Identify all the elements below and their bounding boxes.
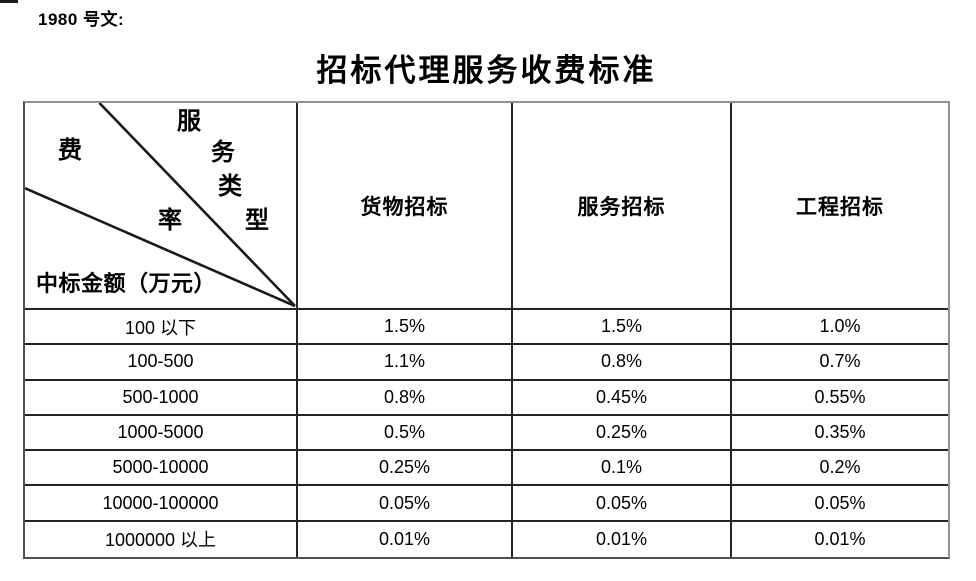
rate-cell-works: 1.0% — [732, 310, 948, 346]
rate-cell-services: 0.8% — [513, 345, 732, 381]
rate-cell-works: 0.01% — [814, 528, 866, 549]
amount-range-cell: 100 以下 — [25, 310, 298, 346]
corner-service-type-char: 务 — [211, 140, 235, 166]
rate-cell-services: 0.25% — [513, 415, 732, 452]
amount-range-cell: 5000-10000 — [25, 451, 298, 487]
document-ref-label: 1980 号文: — [38, 10, 125, 29]
rate-cell-services: 0.01% — [513, 521, 732, 557]
rate-cell-services: 0.05% — [513, 486, 732, 522]
amount-range-cell: 100-500 — [25, 345, 298, 381]
column-header-works: 工程招标 — [732, 103, 948, 310]
amount-range-cell: 1000000 以上 — [25, 521, 298, 557]
corner-header-cell: 服 务 类 型 费 率 中标金额（万元） — [25, 103, 298, 310]
diagonal-divider-lines — [25, 103, 296, 308]
scan-edge-artifact — [0, 0, 18, 3]
rate-cell-works: 0.2% — [732, 451, 948, 487]
page-title: 招标代理服务收费标准 — [316, 53, 657, 88]
rate-cell-works: 0.05% — [732, 486, 948, 522]
rate-cell-goods: 0.5% — [298, 415, 513, 452]
corner-service-type-char: 服 — [177, 109, 201, 135]
rate-cell-services: 0.1% — [513, 451, 732, 487]
rate-cell-goods: 1.1% — [298, 345, 513, 381]
rate-cell-works: 0.35% — [732, 416, 948, 452]
rate-cell-goods: 1.5% — [298, 310, 513, 346]
fee-table: 服 务 类 型 费 率 中标金额（万元） 货物招标 服务招标 工程招标 100 … — [23, 101, 950, 559]
column-header-services: 服务招标 — [513, 103, 732, 310]
rate-cell-goods: 0.01% — [298, 521, 513, 557]
rate-cell-works: 0.55% — [732, 381, 948, 416]
rate-cell-services: 1.5% — [513, 310, 732, 346]
corner-service-type-char: 型 — [245, 208, 269, 234]
rate-cell-goods: 0.05% — [298, 486, 513, 522]
rate-cell-services: 0.45% — [513, 380, 732, 416]
rate-cell-goods: 0.8% — [298, 380, 513, 416]
rate-cell-works: 0.7% — [732, 345, 948, 381]
amount-range-cell: 500-1000 — [25, 380, 298, 416]
corner-fee-label: 费 — [58, 138, 82, 164]
amount-range-cell: 10000-100000 — [25, 486, 298, 522]
rate-cell-goods: 0.25% — [298, 451, 513, 487]
corner-rate-label: 率 — [158, 208, 182, 234]
corner-service-type-char: 类 — [218, 174, 242, 200]
column-header-goods: 货物招标 — [298, 103, 513, 310]
corner-amount-axis-label: 中标金额（万元） — [36, 271, 217, 296]
amount-range-cell: 1000-5000 — [25, 415, 298, 452]
